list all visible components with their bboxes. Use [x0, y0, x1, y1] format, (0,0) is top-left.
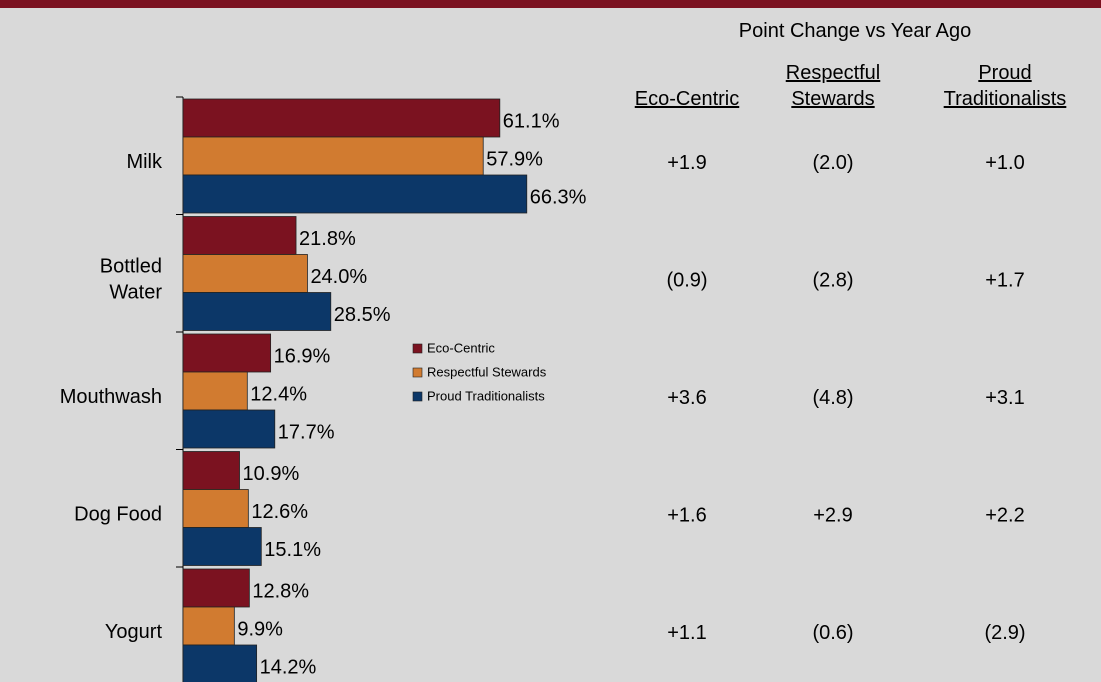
table-cell: +1.0 [985, 152, 1024, 174]
legend-label: Eco-Centric [427, 340, 495, 355]
bar [182, 489, 249, 528]
table-cell: +1.7 [985, 270, 1024, 292]
bar [182, 98, 501, 138]
text-line: Traditionalists [944, 88, 1067, 110]
bar [182, 644, 258, 682]
value-label: 12.4% [250, 383, 307, 405]
bar [182, 606, 235, 646]
bar [182, 568, 250, 608]
column-header: Proud Traditionalists [944, 62, 1067, 110]
table-cell: +1.9 [667, 152, 706, 174]
category-label: Milk [126, 151, 163, 173]
table-cell: +1.6 [667, 505, 706, 527]
bar [182, 254, 308, 293]
text-line: Bottled [100, 256, 162, 278]
bar [182, 451, 240, 490]
table-cell: +2.9 [813, 505, 852, 527]
value-label: 57.9% [486, 148, 543, 170]
table-cell: (2.0) [812, 152, 853, 174]
table-cell: +1.1 [667, 622, 706, 644]
value-label: 14.2% [260, 656, 317, 678]
value-label: 66.3% [530, 186, 587, 208]
value-label: 10.9% [243, 463, 300, 485]
category-label: Mouthwash [60, 386, 162, 408]
table-cell: (2.8) [812, 270, 853, 292]
value-label: 17.7% [278, 421, 335, 443]
legend-swatch [412, 367, 423, 378]
text-line: Stewards [791, 88, 874, 110]
bar [182, 292, 332, 331]
bar [182, 216, 297, 255]
table-cell: +3.6 [667, 387, 706, 409]
legend-label: Respectful Stewards [427, 364, 547, 379]
bar [182, 333, 272, 373]
text-line: Water [109, 282, 162, 304]
top-band [0, 0, 1101, 8]
value-label: 12.8% [252, 580, 309, 602]
value-label: 61.1% [503, 110, 560, 132]
category-label: Bottled Water [100, 256, 163, 304]
bar [182, 371, 248, 411]
table-cell: (4.8) [812, 387, 853, 409]
category-label: Yogurt [105, 621, 163, 643]
table-cell: (2.9) [984, 622, 1025, 644]
table-cell: +3.1 [985, 387, 1024, 409]
column-header: Respectful Stewards [786, 62, 881, 110]
bar [182, 174, 528, 214]
value-label: 15.1% [264, 539, 321, 561]
text-line: Proud [978, 62, 1031, 84]
table-title: Point Change vs Year Ago [739, 20, 971, 42]
value-label: 24.0% [310, 266, 367, 288]
bar [182, 136, 484, 176]
text-line: Respectful [786, 62, 881, 84]
table-cell: (0.6) [812, 622, 853, 644]
value-label: 9.9% [237, 618, 283, 640]
column-header: Eco-Centric [635, 88, 739, 110]
bar [182, 527, 262, 566]
table-cell: (0.9) [666, 270, 707, 292]
category-label: Dog Food [74, 504, 162, 526]
value-label: 21.8% [299, 228, 356, 250]
legend-swatch [412, 343, 423, 354]
bar [182, 409, 276, 449]
value-label: 28.5% [334, 304, 391, 326]
value-label: 12.6% [251, 501, 308, 523]
table-cell: +2.2 [985, 505, 1024, 527]
value-label: 16.9% [274, 345, 331, 367]
legend-label: Proud Traditionalists [427, 388, 545, 403]
legend-swatch [412, 391, 423, 402]
